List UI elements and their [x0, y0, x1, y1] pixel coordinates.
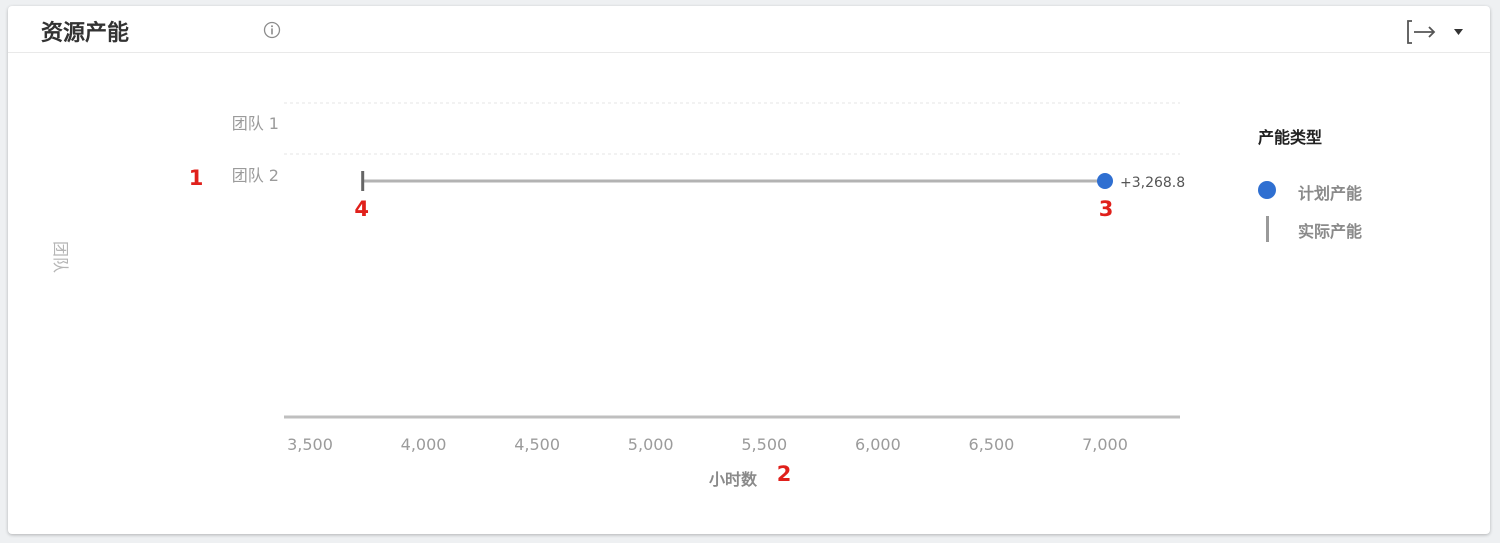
x-tick-label: 4,000: [401, 435, 447, 454]
x-tick-label: 7,000: [1082, 435, 1128, 454]
legend-actual-label: 实际产能: [1298, 222, 1363, 241]
export-icon: [1407, 20, 1436, 44]
legend-actual-marker: [1266, 216, 1269, 242]
x-tick-label: 5,500: [741, 435, 787, 454]
capacity-chart: 团队 1 团队 2 团队 3,500 4,000 4,500 5,000 5,500 6,000…: [51, 102, 1185, 489]
x-tick-label: 4,500: [514, 435, 560, 454]
card-title: 资源产能: [41, 21, 130, 46]
annotation-label: 3: [1099, 197, 1114, 221]
annotation-label: 1: [189, 166, 204, 190]
legend-planned-label: 计划产能: [1298, 184, 1363, 203]
planned-capacity-marker: [1097, 173, 1113, 189]
annotation-label: 2: [777, 462, 792, 486]
card-header: 资源产能: [8, 6, 1490, 53]
info-icon[interactable]: [263, 21, 281, 39]
x-axis-title: 小时数: [709, 470, 758, 489]
legend-planned-marker: [1258, 181, 1276, 199]
y-axis-title: 团队: [51, 241, 70, 273]
x-tick-label: 5,000: [628, 435, 674, 454]
legend-title: 产能类型: [1258, 128, 1323, 147]
chevron-down-icon: [1454, 29, 1463, 35]
capacity-card: 资源产能 团队 1 团队 2 团队 3,500 4,000 4,500 5,000 5,500…: [8, 6, 1490, 534]
export-menu-button[interactable]: [1404, 18, 1470, 46]
x-tick-label: 6,500: [969, 435, 1015, 454]
planned-capacity-data-label: +3,268.8: [1120, 175, 1185, 191]
x-tick-label: 3,500: [287, 435, 333, 454]
y-tick-label: 团队 1: [232, 114, 279, 133]
y-tick-label: 团队 2: [232, 166, 279, 185]
x-tick-label: 6,000: [855, 435, 901, 454]
annotation-label: 4: [354, 197, 369, 221]
